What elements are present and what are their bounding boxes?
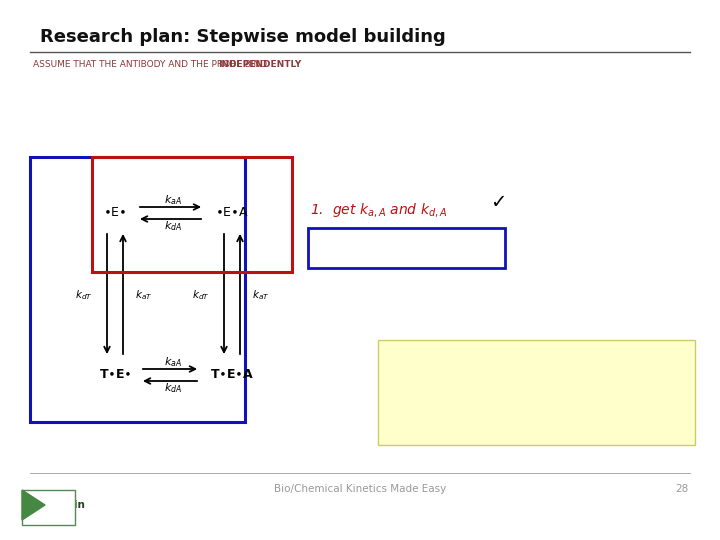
Polygon shape bbox=[22, 490, 45, 520]
Text: Ltd.: Ltd. bbox=[47, 512, 63, 522]
Text: 2.  get $k_{a,T}$ and $k_{d,T}$: 2. get $k_{a,T}$ and $k_{d,T}$ bbox=[315, 241, 452, 259]
Text: ✓: ✓ bbox=[490, 193, 506, 213]
Text: $k_{aA}$: $k_{aA}$ bbox=[164, 355, 182, 369]
Text: ASSUME THAT THE ANTIBODY AND THE PROBE BIND: ASSUME THAT THE ANTIBODY AND THE PROBE B… bbox=[33, 60, 273, 69]
Text: $\bullet$E$\bullet$A: $\bullet$E$\bullet$A bbox=[215, 206, 249, 219]
Text: $k_{dT}$: $k_{dT}$ bbox=[192, 288, 210, 302]
Bar bbox=[378, 340, 695, 445]
Text: Try to find conditions that
might allow treating this as a simple
“A + B” (two-c: Try to find conditions that might allow … bbox=[428, 370, 644, 414]
Text: T$\bullet$E$\bullet$A: T$\bullet$E$\bullet$A bbox=[210, 368, 254, 381]
Text: 28: 28 bbox=[675, 484, 688, 494]
Text: INDEPENDENTLY: INDEPENDENTLY bbox=[218, 60, 301, 69]
Text: $\bullet$E$\bullet$: $\bullet$E$\bullet$ bbox=[103, 206, 127, 219]
Text: $k_{aA}$: $k_{aA}$ bbox=[164, 193, 182, 207]
Bar bbox=[308, 228, 505, 268]
Text: $k_{dA}$: $k_{dA}$ bbox=[164, 219, 182, 233]
Text: 1.  get $k_{a,A}$ and $k_{d,A}$: 1. get $k_{a,A}$ and $k_{d,A}$ bbox=[310, 201, 447, 219]
Text: $k_{aT}$: $k_{aT}$ bbox=[252, 288, 269, 302]
Text: T$\bullet$E$\bullet$: T$\bullet$E$\bullet$ bbox=[99, 368, 131, 381]
Bar bbox=[22, 490, 75, 525]
Text: BioKin: BioKin bbox=[47, 500, 85, 510]
Text: $k_{dA}$: $k_{dA}$ bbox=[164, 381, 182, 395]
Text: $k_{aT}$: $k_{aT}$ bbox=[135, 288, 153, 302]
Text: Bio/Chemical Kinetics Made Easy: Bio/Chemical Kinetics Made Easy bbox=[274, 484, 446, 494]
Bar bbox=[92, 157, 292, 272]
Bar bbox=[30, 157, 245, 422]
Text: $k_{dT}$: $k_{dT}$ bbox=[76, 288, 93, 302]
Text: Research plan: Stepwise model building: Research plan: Stepwise model building bbox=[40, 28, 446, 46]
